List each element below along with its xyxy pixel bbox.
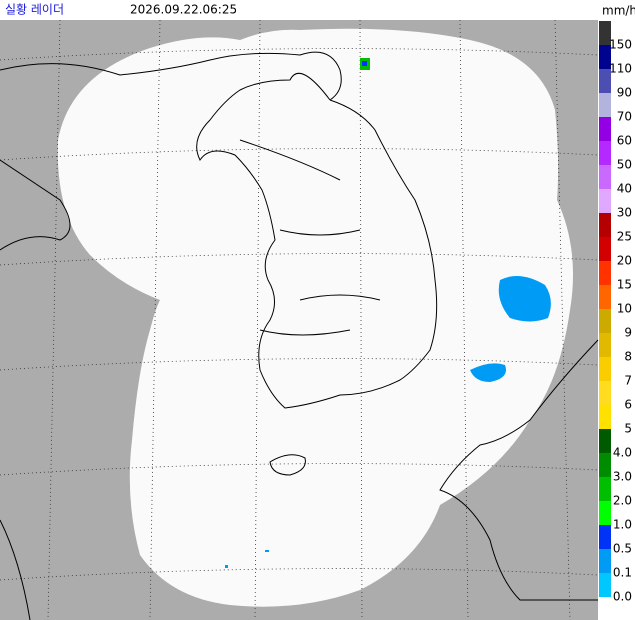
legend-swatch: [599, 333, 611, 357]
legend-label: 5: [624, 422, 632, 436]
legend-label: 10: [617, 302, 632, 316]
legend-label: 0.5: [613, 542, 632, 556]
echo: [470, 363, 506, 382]
legend-swatch: [599, 69, 611, 93]
coastlines: [0, 51, 599, 620]
legend-swatch: [599, 405, 611, 429]
legend-label: 20: [617, 254, 632, 268]
legend-label: 3.0: [613, 470, 632, 484]
legend-label: 6: [624, 398, 632, 412]
radar-coverage: [57, 28, 574, 607]
legend-label: 50: [617, 158, 632, 172]
legend-label: 0.0: [613, 590, 632, 604]
legend-label: 15: [617, 278, 632, 292]
legend-label: 150: [609, 38, 632, 52]
legend-swatch: [599, 573, 611, 597]
legend-swatch: [599, 21, 611, 45]
legend-label: 4.0: [613, 446, 632, 460]
legend-label: 2.0: [613, 494, 632, 508]
legend-swatch: [599, 261, 611, 285]
legend-unit: mm/h: [602, 4, 635, 18]
legend-label: 60: [617, 134, 632, 148]
legend-swatch: [599, 381, 611, 405]
map: [0, 19, 599, 620]
legend-label: 70: [617, 110, 632, 124]
legend-swatch: [599, 549, 611, 573]
grid-lines: [0, 19, 599, 620]
timestamp: 2026.09.22.06:25: [130, 3, 237, 17]
echo: [225, 565, 228, 568]
legend-swatch: [599, 429, 611, 453]
legend-label: 1.0: [613, 518, 632, 532]
legend-swatch: [599, 117, 611, 141]
title: 실황 레이더: [5, 3, 64, 17]
legend-label: 0.1: [613, 566, 632, 580]
legend: 150 110 90 70 60 50 40 30 25 20 15 10 9 8 7 6 5 4.0 3.0 2.0…: [599, 21, 632, 604]
legend-swatch: [599, 525, 611, 549]
legend-swatch: [599, 477, 611, 501]
legend-swatch: [599, 213, 611, 237]
header-bar: [0, 0, 635, 20]
legend-label: 30: [617, 206, 632, 220]
legend-swatch: [599, 189, 611, 213]
legend-label: 110: [609, 62, 632, 76]
legend-swatch: [599, 285, 611, 309]
echo: [265, 550, 269, 552]
legend-swatch: [599, 165, 611, 189]
legend-swatch: [599, 45, 611, 69]
legend-swatch: [599, 501, 611, 525]
echo: [362, 61, 367, 66]
radar-echoes: [225, 58, 551, 568]
legend-swatch: [599, 453, 611, 477]
legend-swatch: [599, 141, 611, 165]
legend-swatch: [599, 357, 611, 381]
legend-label: 7: [624, 374, 632, 388]
legend-swatch: [599, 93, 611, 117]
legend-swatch: [599, 237, 611, 261]
legend-label: 90: [617, 86, 632, 100]
legend-label: 25: [617, 230, 632, 244]
legend-swatch: [599, 309, 611, 333]
legend-label: 9: [624, 326, 632, 340]
legend-label: 40: [617, 182, 632, 196]
legend-label: 8: [624, 350, 632, 364]
echo: [498, 276, 551, 322]
